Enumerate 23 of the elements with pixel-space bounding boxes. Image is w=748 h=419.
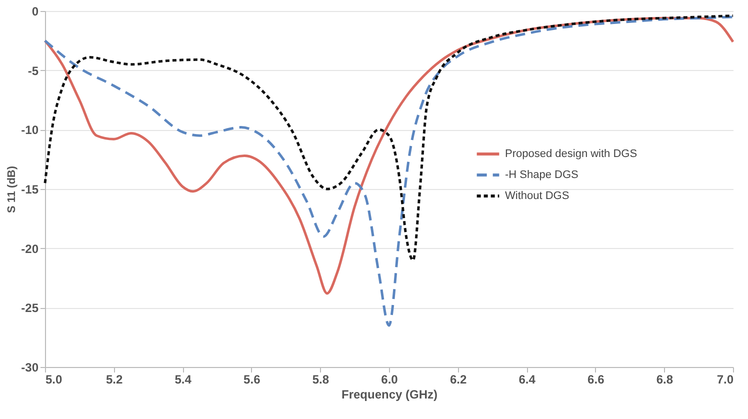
y-tick-label: -10: [21, 123, 39, 138]
x-tick-label: 6.8: [656, 372, 674, 386]
y-tick-label: -5: [28, 64, 39, 78]
y-tick-label: -30: [21, 360, 39, 374]
x-tick-label: 5.2: [106, 372, 123, 386]
y-axis-title: S 11 (dB): [6, 166, 18, 214]
legend-label: -H Shape DGS: [505, 169, 578, 181]
legend-label: Without DGS: [505, 190, 570, 202]
y-tick-label: 0: [32, 4, 39, 18]
x-tick-label: 6.2: [450, 372, 467, 386]
x-axis-title: Frequency (GHz): [341, 388, 438, 402]
x-tick-label: 5.8: [312, 372, 330, 386]
x-tick-label: 5.0: [46, 372, 63, 386]
x-tick-label: 6.0: [381, 372, 398, 386]
x-tick-label: 5.4: [174, 372, 192, 386]
y-tick-label: -20: [21, 242, 39, 256]
legend-label: Proposed design with DGS: [505, 148, 638, 160]
x-tick-label: 7.0: [716, 372, 734, 386]
x-tick-label: 6.6: [588, 372, 605, 386]
x-tick-label: 5.6: [244, 372, 261, 386]
y-tick-label: -25: [21, 301, 39, 316]
x-tick-label: 6.4: [518, 372, 536, 386]
y-tick-label: -15: [21, 182, 39, 196]
